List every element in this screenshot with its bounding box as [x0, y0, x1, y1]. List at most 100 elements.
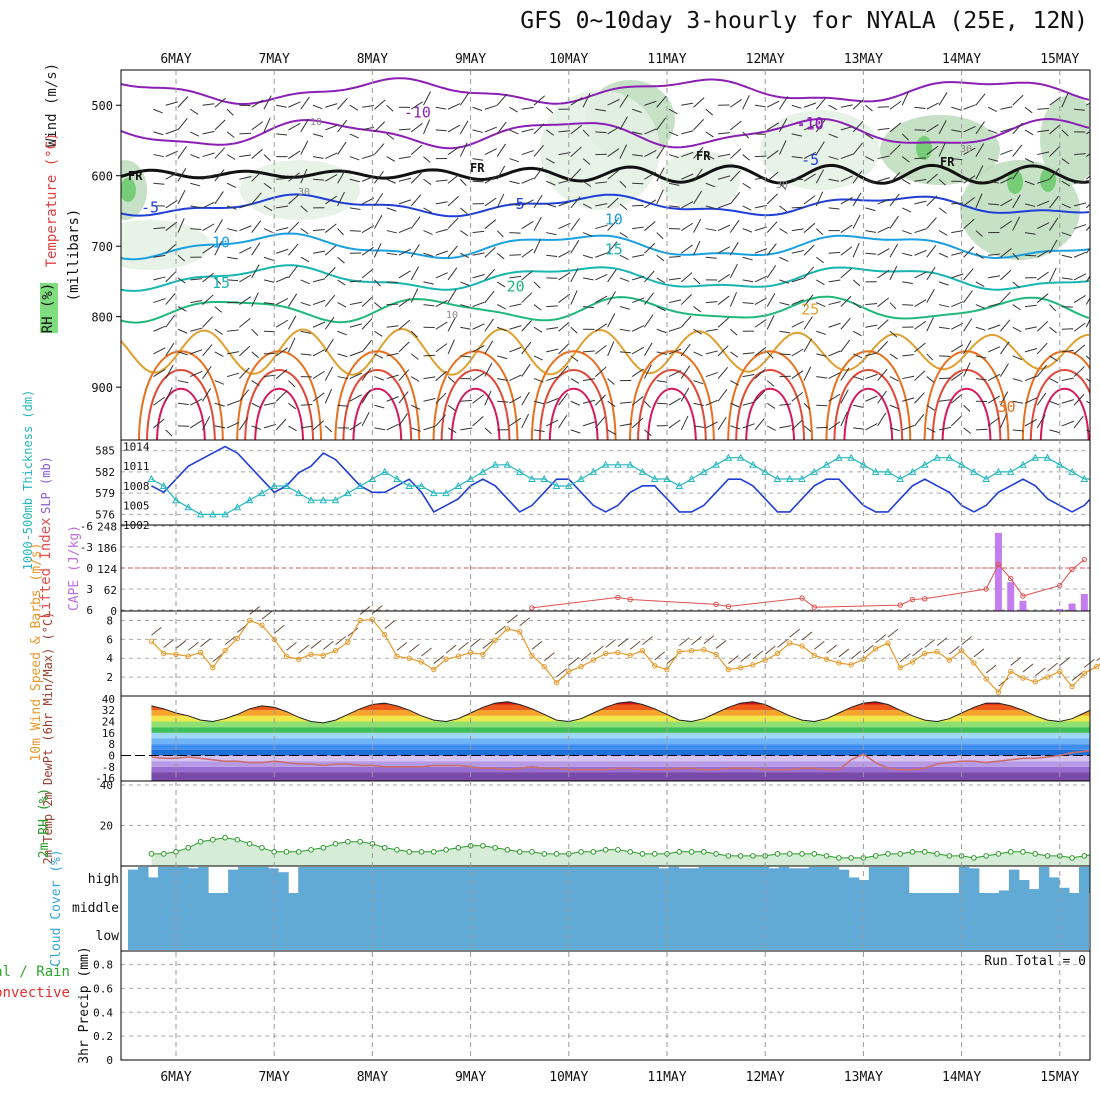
wind-barb [521, 199, 534, 207]
wind-barb [718, 153, 731, 158]
wind-barb [717, 367, 729, 379]
wind-barb [177, 306, 187, 312]
rh-area [151, 837, 1090, 866]
wind-barb [975, 121, 985, 135]
thickness-point [319, 496, 328, 504]
wind-barb [445, 644, 457, 654]
wind-barb [423, 376, 436, 380]
cloud-high-bar [898, 867, 910, 893]
cloud-middle-low [128, 893, 1089, 950]
wind-barb [1073, 273, 1087, 281]
slp-line [151, 445, 1090, 513]
wind-speed-point [394, 653, 400, 660]
wind-barb [642, 636, 653, 646]
wind-barb [410, 144, 423, 155]
wind-barb [742, 401, 755, 406]
wind-barb [288, 172, 300, 182]
wind-barb [975, 165, 984, 180]
wind-barb [619, 232, 629, 239]
wind-barb [410, 353, 419, 360]
wind-barb [826, 644, 837, 654]
wind-barb [668, 256, 681, 258]
wind-barb [238, 417, 249, 431]
wind-barb [656, 145, 666, 159]
wind-tick-label: 6 [106, 633, 113, 646]
wind-barb [754, 297, 767, 306]
wind-barb [678, 637, 690, 647]
wind-barb [226, 154, 236, 160]
wind-barb [1049, 195, 1059, 209]
wind-barb [568, 657, 580, 666]
wind-barb [521, 391, 530, 406]
wind-barb [668, 154, 679, 159]
wind-barb [521, 413, 530, 429]
wind-barb [324, 223, 337, 233]
wind-barb [629, 640, 641, 650]
wind-barb [656, 277, 666, 284]
wind-barb [251, 328, 259, 336]
wind-barb [153, 347, 166, 355]
temp-contour--5 [121, 193, 1090, 218]
thickness-point [1006, 467, 1015, 475]
wind-barb [373, 192, 384, 207]
wind-barb [668, 299, 682, 304]
wind-barb [472, 230, 485, 234]
wind-barb [791, 156, 803, 159]
wind-barb [533, 304, 542, 311]
cloud-high-bar [868, 867, 880, 893]
rh-point [357, 838, 363, 845]
wind-barb [249, 606, 260, 615]
wind-barb [951, 202, 963, 205]
temperature-contour-label: 10 [605, 210, 623, 228]
temperature-contour-label: 20 [507, 277, 525, 295]
wind-barb [310, 640, 322, 649]
thickness-point [761, 467, 770, 475]
temp-contour-arch [146, 369, 216, 440]
wind-barb [914, 342, 926, 353]
wind-barb [852, 170, 863, 184]
wind-barb [521, 341, 532, 355]
wind-barb [337, 191, 345, 207]
cape-axis-label: CAPE (J/kg) [67, 525, 82, 611]
wind-barb [312, 250, 325, 254]
thickness-point [687, 474, 696, 482]
temp-contour-arch [538, 369, 609, 440]
wind-barb [938, 178, 946, 186]
wind-barb [570, 326, 578, 334]
wind-barb [398, 270, 411, 279]
wind-barb [496, 281, 506, 288]
wind-barb [1000, 291, 1011, 303]
temp-contour-arch [236, 350, 322, 440]
wind-barb [459, 92, 470, 106]
precip-tick-label: 0.6 [93, 982, 113, 995]
wind-barb [423, 178, 432, 185]
rh-point [148, 851, 155, 857]
cloud-high-bar [608, 867, 619, 893]
wind-barb [791, 206, 804, 209]
wind-barb [766, 221, 778, 233]
wind-barb [521, 363, 531, 377]
wind-barb [914, 200, 927, 205]
rh-point [1081, 853, 1088, 859]
wind-barb [924, 639, 936, 648]
wind-barb [815, 169, 824, 184]
cloud-high-bar [638, 867, 649, 893]
rh-contour-label: 10 [446, 310, 458, 321]
wind-barb [938, 304, 950, 308]
wind-barb [877, 297, 890, 307]
wind-barb [300, 256, 310, 263]
cloud-high-bar [668, 867, 680, 893]
thickness-point [454, 481, 463, 490]
rh-shading [880, 115, 1000, 185]
wind-barb [190, 349, 203, 355]
wind-barb [239, 203, 252, 209]
wind-speed-point [296, 656, 302, 662]
wind-barb [177, 167, 187, 182]
wind-barb [681, 222, 694, 231]
temp-contour-arch [923, 350, 1010, 440]
thickness-point [233, 503, 242, 511]
wind-barb [668, 348, 682, 355]
wind-barb [938, 426, 952, 431]
wind-barb [766, 380, 775, 387]
wind-barb [212, 653, 224, 663]
